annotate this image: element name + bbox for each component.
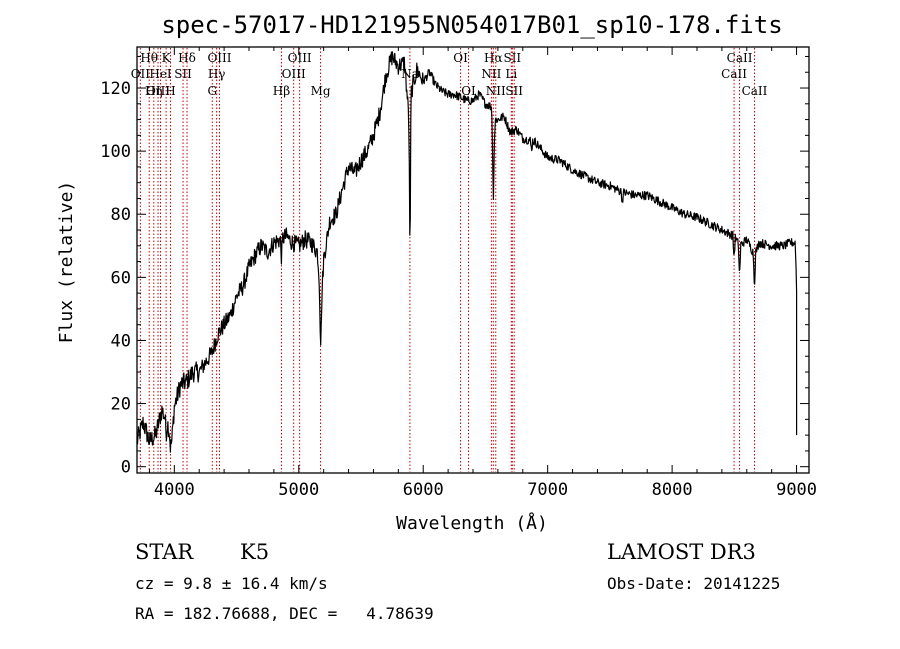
spectral-line-label: CaII (727, 51, 753, 65)
y-tick-label: 40 (111, 331, 131, 351)
spectral-subclass: K5 (240, 540, 269, 564)
spectral-line-label: Hη (145, 84, 163, 98)
spectral-line-label: Hθ (140, 51, 158, 65)
spectral-line-label: OIII (282, 67, 306, 81)
y-tick-label: 60 (111, 268, 131, 288)
x-axis-ticks: 4000 5000 6000 7000 8000 9000 (148, 47, 817, 500)
x-tick-label: 4000 (154, 480, 195, 500)
spectral-line-label: Hα (484, 51, 503, 65)
object-class: STAR (135, 540, 194, 564)
x-axis-label: Wavelength (Å) (396, 512, 548, 534)
y-tick-label: 120 (100, 79, 131, 99)
spectral-line-label: Li (505, 67, 517, 81)
spectral-line-label: K (162, 51, 172, 65)
spectral-line-label: OI (461, 84, 476, 98)
plot-frame (136, 46, 810, 474)
spectral-line-label: CaII (742, 84, 768, 98)
spectral-line-label: Mg (311, 84, 331, 98)
spectral-line-label: G (207, 84, 217, 98)
x-tick-label: 9000 (776, 480, 817, 500)
y-tick-label: 80 (111, 205, 131, 225)
spectral-line-label: CaII (721, 67, 747, 81)
observation-date: Obs-Date: 20141225 (607, 574, 780, 593)
y-axis-ticks: 0 20 40 60 80 100 120 (100, 55, 809, 478)
x-tick-label: 6000 (403, 480, 444, 500)
y-axis-label: Flux (relative) (56, 181, 77, 344)
spectral-line-label: OIII (288, 51, 312, 65)
chart-title: spec-57017-HD121955N054017B01_sp10-178.f… (161, 11, 782, 39)
spectral-line-label: SII (505, 84, 523, 98)
spectral-line-label: SII (503, 51, 521, 65)
spectral-line-label: NII (481, 67, 501, 81)
x-tick-label: 5000 (278, 480, 319, 500)
x-tick-label: 7000 (527, 480, 568, 500)
spectral-line-label: SII (174, 67, 192, 81)
y-tick-label: 20 (111, 395, 131, 415)
spectral-line-label: OII (131, 67, 151, 81)
spectral-line-label: Hγ (208, 67, 226, 81)
spectral-line-label: OI (453, 51, 468, 65)
spectral-line-label: NII (486, 84, 506, 98)
spectrum-series-line (136, 51, 798, 453)
x-tick-label: 8000 (652, 480, 693, 500)
spectral-line-label: HeI (149, 67, 172, 81)
spectral-line-label: H (165, 84, 175, 98)
spectral-line-label: Hδ (178, 51, 196, 65)
y-tick-label: 0 (121, 458, 131, 478)
survey-name: LAMOST DR3 (607, 540, 756, 564)
spectral-line-label: OIII (146, 84, 170, 98)
spectral-line-label: Hβ (273, 84, 290, 98)
y-tick-label: 100 (100, 142, 131, 162)
coordinates-readout: RA = 182.76688, DEC = 4.78639 (135, 604, 434, 623)
redshift-readout: cz = 9.8 ± 16.4 km/s (135, 574, 328, 593)
spectral-line-label: OIII (207, 51, 231, 65)
